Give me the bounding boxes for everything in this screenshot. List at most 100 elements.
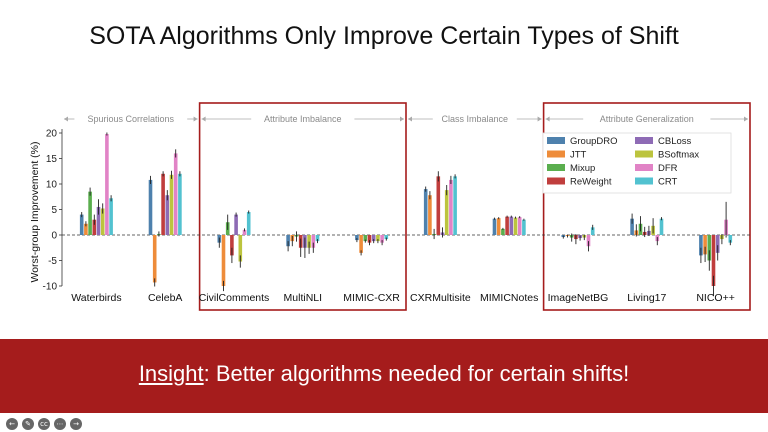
insight-banner: Insight: Better algorithms needed for ce… [0, 339, 768, 413]
y-tick-label: 10 [46, 180, 58, 191]
bar [715, 235, 720, 253]
bar [428, 195, 432, 235]
legend-swatch [635, 137, 653, 144]
highlight-boxes [198, 102, 751, 311]
legend-entry: ReWeight [570, 177, 612, 188]
bar [363, 235, 368, 242]
legend-swatch [547, 137, 565, 144]
bar [509, 216, 514, 235]
slide-title: SOTA Algorithms Only Improve Certain Typ… [89, 22, 679, 50]
y-tick-label: 20 [46, 129, 58, 140]
bar [453, 176, 457, 235]
x-tick-label: ImageNetBG [548, 292, 609, 304]
insight-message: : Better algorithms needed for certain s… [203, 361, 630, 386]
bar [100, 208, 105, 235]
arrowhead [64, 116, 68, 122]
insight-label: Insight [138, 361, 204, 386]
bar [242, 229, 247, 235]
arrowhead [744, 116, 748, 122]
arrowhead [193, 116, 198, 122]
bar [230, 235, 234, 256]
bar [173, 153, 178, 235]
bar [586, 235, 591, 247]
bar [444, 190, 449, 235]
bar [492, 218, 497, 235]
arrowhead [400, 116, 404, 122]
bar [109, 198, 113, 235]
y-tick-label: 15 [46, 154, 58, 165]
bar [165, 195, 170, 235]
insight-text: Insight: Better algorithms needed for ce… [0, 361, 768, 387]
bar [359, 235, 363, 253]
x-tick-label: CXRMultisite [410, 292, 471, 304]
group-header: Class Imbalance [442, 114, 509, 124]
bar [221, 235, 226, 286]
legend-swatch [635, 150, 653, 158]
more-icon[interactable]: ⋯ [54, 418, 66, 430]
bar [238, 235, 243, 262]
bar [376, 235, 380, 242]
bar [92, 219, 97, 235]
legend-entry: Mixup [570, 163, 595, 174]
y-tick-label: -10 [43, 282, 58, 293]
arrow-left-icon[interactable]: ← [6, 418, 18, 430]
arrowhead [537, 116, 542, 122]
arrowhead [201, 116, 206, 122]
legend-entry: CBLoss [658, 136, 692, 147]
bar [522, 219, 526, 235]
bar [169, 174, 174, 235]
x-tick-label: Living17 [627, 292, 666, 304]
y-axis: -10 -5 0 5 10 15 20 [43, 129, 750, 293]
bar [355, 235, 359, 241]
group-header: Attribute Imbalance [264, 114, 342, 124]
legend-swatch [547, 164, 565, 171]
bar [161, 173, 165, 235]
bars [79, 132, 733, 297]
group-headers: Spurious Correlations Attribute Imbalance… [64, 114, 748, 124]
highlight-box [198, 102, 407, 311]
legend-swatch [635, 164, 653, 171]
bar [96, 206, 101, 235]
bar [79, 214, 84, 235]
legend-entry: GroupDRO [570, 136, 618, 147]
bar [367, 235, 372, 243]
bar [84, 223, 88, 235]
bar [659, 218, 664, 235]
bar [501, 228, 505, 235]
legend-entry: CRT [658, 177, 678, 188]
group-header: Spurious Correlations [88, 114, 175, 124]
bar [105, 134, 109, 235]
bar [728, 235, 733, 243]
x-axis-labels: Waterbirds CelebA CivilComments MultiNLI MIM… [71, 292, 735, 304]
bar [307, 235, 311, 248]
bar [513, 217, 518, 235]
bar [286, 235, 290, 247]
highlight-box [542, 102, 751, 311]
legend-swatch [635, 177, 653, 185]
legend-swatch [547, 177, 565, 185]
legend-entry: JTT [570, 150, 587, 161]
x-tick-label: Waterbirds [71, 292, 121, 304]
bar [505, 216, 509, 235]
cc-icon[interactable]: cc [38, 418, 50, 430]
x-tick-label: CivilComments [199, 292, 270, 304]
bar [630, 218, 634, 235]
bar [436, 176, 441, 235]
bar [246, 212, 251, 235]
y-tick-label: 5 [51, 205, 57, 216]
bar [311, 235, 316, 248]
arrowhead [408, 116, 412, 122]
pen-icon[interactable]: ✎ [22, 418, 34, 430]
arrowhead [545, 116, 550, 122]
bar [178, 173, 182, 235]
arrow-right-icon[interactable]: → [70, 418, 82, 430]
bar [590, 227, 595, 235]
legend-swatch [547, 150, 565, 158]
bar [315, 235, 320, 242]
bar [371, 235, 376, 242]
x-tick-label: NICO++ [696, 292, 735, 304]
bar [699, 235, 703, 256]
y-tick-label: 0 [51, 231, 57, 242]
bar [496, 218, 501, 235]
bar [152, 235, 157, 283]
